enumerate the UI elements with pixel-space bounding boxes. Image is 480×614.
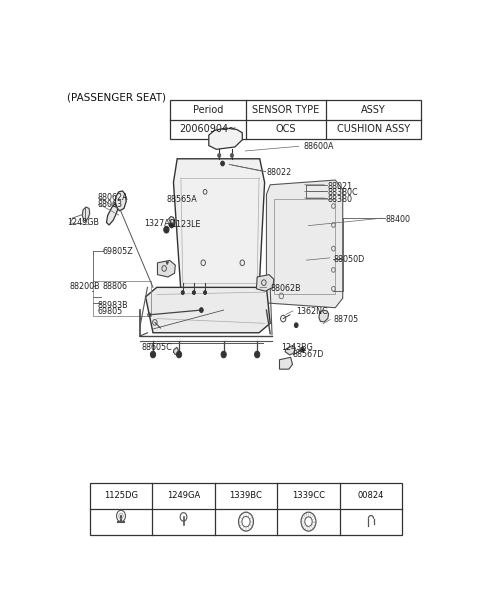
Text: 88605C: 88605C [142, 343, 173, 352]
Text: Period: Period [192, 104, 223, 115]
Text: 88705: 88705 [334, 315, 359, 324]
Polygon shape [115, 191, 126, 211]
Text: 88200B: 88200B [69, 282, 100, 291]
Text: 88806: 88806 [103, 282, 128, 291]
Text: 1327AD: 1327AD [144, 219, 176, 228]
Bar [170, 99, 421, 139]
Bar [90, 483, 402, 535]
Polygon shape [266, 180, 343, 308]
Circle shape [230, 154, 233, 157]
Text: (PASSENGER SEAT): (PASSENGER SEAT) [67, 93, 167, 103]
Circle shape [254, 351, 260, 358]
Circle shape [169, 222, 174, 228]
Polygon shape [166, 262, 168, 265]
Circle shape [300, 348, 304, 352]
Polygon shape [173, 348, 178, 354]
Polygon shape [83, 207, 90, 221]
Text: 88983B: 88983B [97, 301, 128, 310]
Text: 88380: 88380 [328, 195, 353, 204]
Polygon shape [173, 159, 264, 291]
Text: 88567D: 88567D [292, 350, 324, 359]
Text: 69805Z: 69805Z [103, 247, 133, 256]
Text: OCS: OCS [276, 125, 296, 134]
Circle shape [221, 161, 225, 166]
Polygon shape [157, 260, 175, 277]
Polygon shape [145, 287, 270, 333]
Bar [274, 199, 335, 293]
Text: 69805: 69805 [97, 308, 122, 316]
Text: 20060904~: 20060904~ [179, 125, 237, 134]
Circle shape [218, 154, 221, 157]
Polygon shape [279, 357, 292, 369]
Polygon shape [107, 204, 118, 225]
Polygon shape [256, 274, 274, 291]
Text: CUSHION ASSY: CUSHION ASSY [337, 125, 410, 134]
Text: 1243BG: 1243BG [281, 343, 313, 352]
Text: 88565A: 88565A [166, 195, 197, 204]
Text: 1339BC: 1339BC [229, 491, 263, 500]
Text: 00824: 00824 [358, 491, 384, 500]
Text: 1249GA: 1249GA [167, 491, 200, 500]
Circle shape [200, 308, 203, 313]
Circle shape [221, 351, 226, 358]
Text: 88600A: 88600A [304, 141, 334, 150]
Text: 88062B: 88062B [270, 284, 301, 293]
Text: 88021: 88021 [328, 182, 353, 191]
Text: 88400: 88400 [385, 215, 410, 223]
Text: 1123LE: 1123LE [172, 220, 201, 228]
Circle shape [150, 351, 156, 358]
Bar [94, 281, 151, 316]
Polygon shape [319, 310, 329, 322]
Circle shape [181, 290, 184, 295]
Circle shape [177, 351, 181, 358]
Circle shape [204, 290, 206, 295]
Text: 88063: 88063 [97, 200, 122, 209]
Polygon shape [285, 346, 295, 355]
Text: 88050D: 88050D [334, 255, 365, 263]
Circle shape [294, 323, 298, 327]
Circle shape [192, 290, 195, 295]
Text: ASSY: ASSY [361, 104, 386, 115]
Text: SENSOR TYPE: SENSOR TYPE [252, 104, 320, 115]
Polygon shape [209, 128, 242, 149]
Text: 1339CC: 1339CC [292, 491, 325, 500]
Text: 88062A: 88062A [97, 193, 128, 202]
Polygon shape [168, 217, 175, 223]
Text: 88022: 88022 [266, 168, 292, 176]
Text: 1249GB: 1249GB [67, 218, 99, 227]
Text: 1125DG: 1125DG [104, 491, 138, 500]
Circle shape [164, 227, 169, 233]
Text: 88380C: 88380C [328, 188, 359, 197]
Text: 1362NC: 1362NC [296, 306, 328, 316]
